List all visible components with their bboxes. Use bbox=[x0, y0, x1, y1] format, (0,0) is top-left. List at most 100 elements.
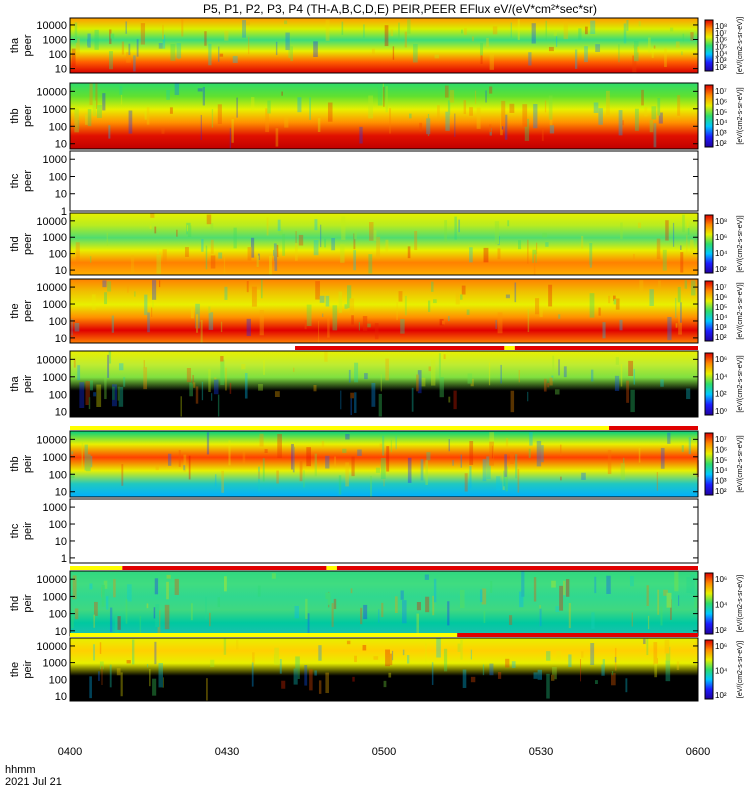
y-tick-label: 1000 bbox=[43, 502, 67, 514]
y-tick-label: 10000 bbox=[36, 282, 67, 294]
colorbar-tick: 10⁷ bbox=[715, 87, 727, 96]
spectrogram-the-peer bbox=[70, 279, 698, 343]
colorbar-tick: 10⁷ bbox=[715, 435, 727, 444]
mode-bar-segment bbox=[295, 346, 505, 350]
y-tick-label: 10 bbox=[55, 139, 67, 151]
mode-bar-thc-peir bbox=[70, 566, 698, 570]
mode-bar-segment bbox=[70, 566, 123, 570]
y-tick-label: 1000 bbox=[43, 35, 67, 47]
colorbar-label: [eV/(cm2-s-sr-eV)] bbox=[737, 575, 744, 632]
kind-label: peer bbox=[22, 170, 34, 192]
colorbar-tick: 10³ bbox=[715, 323, 727, 332]
y-tick-label: 100 bbox=[49, 121, 67, 133]
y-tick-label: 10 bbox=[55, 333, 67, 345]
colorbar-tick: 10⁶ bbox=[715, 445, 727, 454]
colorbar-tick: 10⁴ bbox=[715, 118, 728, 127]
mode-bar-segment bbox=[514, 346, 698, 350]
y-tick-label: 100 bbox=[49, 469, 67, 481]
mode-bar-segment bbox=[70, 426, 610, 430]
colorbar-tick: 10² bbox=[715, 139, 727, 148]
texture-thb-peer bbox=[74, 83, 681, 149]
colorbar-tick: 10⁴ bbox=[715, 372, 728, 381]
colorbar-label: [eV/(cm2-s-sr-eV)] bbox=[737, 87, 744, 144]
kind-label: peir bbox=[22, 521, 34, 540]
y-tick-label: 1000 bbox=[43, 154, 67, 166]
y-tick-label: 1000 bbox=[43, 658, 67, 670]
y-tick-label: 100 bbox=[49, 171, 67, 183]
x-tick-label: 0500 bbox=[372, 746, 396, 758]
y-tick-label: 10000 bbox=[36, 574, 67, 586]
colorbar-tick: 10² bbox=[715, 487, 727, 496]
spectrogram-thd-peer bbox=[70, 213, 698, 275]
mode-bar-segment bbox=[70, 633, 458, 637]
kind-label: peer bbox=[22, 105, 34, 127]
frame-tha-peer bbox=[69, 17, 699, 74]
mode-bar-the-peer bbox=[70, 346, 698, 350]
colorbar-tick: 10⁶ bbox=[715, 293, 727, 302]
colorbar-tick: 10² bbox=[715, 265, 727, 274]
colorbar-tick: 10⁵ bbox=[715, 108, 727, 117]
y-tick-label: 1000 bbox=[43, 232, 67, 244]
kind-label: peir bbox=[22, 594, 34, 613]
mode-bar-segment bbox=[336, 566, 698, 570]
x-tick-label: 0430 bbox=[215, 746, 239, 758]
y-tick-label: 10 bbox=[55, 407, 67, 419]
y-tick-label: 100 bbox=[49, 49, 67, 61]
colorbar-tick: 10² bbox=[715, 626, 727, 635]
frame-thd-peer bbox=[69, 212, 699, 276]
y-tick-label: 10 bbox=[55, 64, 67, 76]
frame-thc-peir bbox=[69, 498, 699, 564]
probe-label: thc bbox=[9, 173, 21, 188]
probe-label: tha bbox=[9, 37, 21, 53]
y-tick-label: 10 bbox=[55, 189, 67, 201]
mode-bar-segment bbox=[504, 346, 515, 350]
texture-the-peer bbox=[71, 279, 696, 343]
colorbar-tick: 10⁷ bbox=[715, 283, 727, 292]
colorbar-label: [eV/(cm2-s-sr-eV)] bbox=[737, 17, 744, 74]
colorbar-tick: 10³ bbox=[715, 56, 727, 65]
y-tick-label: 100 bbox=[49, 674, 67, 686]
frame-the-peir bbox=[69, 637, 699, 702]
colorbar-tick: 10⁴ bbox=[715, 249, 728, 258]
y-tick-label: 10000 bbox=[36, 354, 67, 366]
y-tick-label: 1000 bbox=[43, 372, 67, 384]
frame-thb-peir bbox=[69, 430, 699, 498]
texture-thb-peir bbox=[70, 432, 699, 497]
spectrogram-thb-peir bbox=[70, 431, 698, 497]
time-axis-label: hhmm bbox=[5, 764, 36, 776]
colorbar-tick: 10⁵ bbox=[715, 43, 727, 52]
colorbar-label: [eV/(cm2-s-sr-eV)] bbox=[737, 355, 744, 412]
kind-label: peir bbox=[22, 660, 34, 679]
panel-the-peir: 10 100 1000 10000 the peir 10⁶ 10⁴ 10² [eV/(cm2-s… bbox=[9, 637, 744, 703]
x-tick-label: 0530 bbox=[529, 746, 553, 758]
texture-the-peir bbox=[89, 638, 698, 701]
x-tick-label: 0600 bbox=[686, 746, 710, 758]
colorbar-tha-peir bbox=[704, 352, 714, 416]
colorbar-tick: 10⁶ bbox=[715, 36, 727, 45]
texture-thd-peir bbox=[71, 571, 699, 636]
probe-label: the bbox=[9, 662, 21, 677]
kind-label: peir bbox=[22, 374, 34, 393]
y-tick-label: 100 bbox=[49, 389, 67, 401]
frame-thb-peer bbox=[69, 82, 699, 150]
y-tick-label: 10 bbox=[55, 487, 67, 499]
probe-label: thd bbox=[9, 236, 21, 251]
colorbar-tick: 10⁶ bbox=[715, 233, 727, 242]
y-tick-label: 1000 bbox=[43, 591, 67, 603]
mode-bar-segment bbox=[457, 633, 698, 637]
colorbar-tick: 10⁵ bbox=[715, 456, 727, 465]
colorbar-label: [eV/(cm2-s-sr-eV)] bbox=[737, 215, 744, 272]
probe-label: thd bbox=[9, 596, 21, 611]
colorbar-tha-peer bbox=[704, 19, 714, 72]
colorbar-tick: 10⁷ bbox=[715, 29, 727, 38]
colorbar-tick: 10² bbox=[715, 63, 727, 72]
mode-bar-segment bbox=[70, 346, 296, 350]
kind-label: peer bbox=[22, 300, 34, 322]
y-tick-label: 1000 bbox=[43, 299, 67, 311]
colorbar-tick: 10⁴ bbox=[715, 667, 728, 676]
probe-label: thb bbox=[9, 456, 21, 471]
